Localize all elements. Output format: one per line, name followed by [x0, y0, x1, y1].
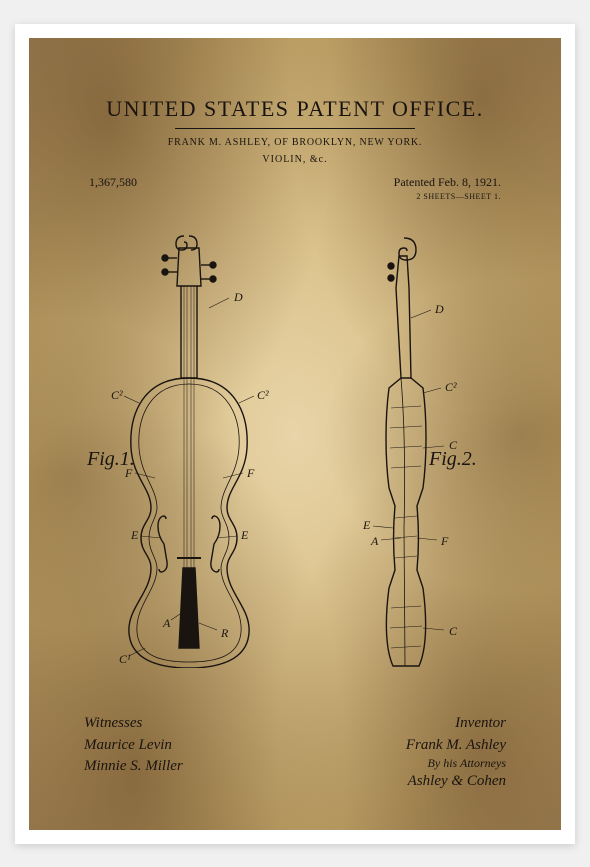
ref-F-R: F — [247, 466, 254, 481]
header-rule — [175, 128, 415, 129]
ref-C2-2: C² — [445, 380, 457, 395]
sheet-info: 2 SHEETS—SHEET 1. — [394, 192, 501, 201]
by-line: By his Attorneys — [406, 756, 506, 771]
ref-R-1: R — [221, 626, 228, 641]
ref-C1-1: C¹ — [119, 652, 131, 667]
inventor-block: Inventor Frank M. Ashley By his Attorney… — [406, 715, 506, 792]
inventor-signature: Frank M. Ashley — [406, 735, 506, 756]
ref-A-1: A — [163, 616, 170, 631]
attorneys-signature: Ashley & Cohen — [406, 771, 506, 792]
ref-E-L: E — [131, 528, 138, 543]
meta-row: 1,367,580 Patented Feb. 8, 1921. 2 SHEET… — [29, 175, 561, 201]
figures-area: Fig.1. Fig.2. D C² C² F F E E A R C¹ D C… — [29, 228, 561, 708]
ref-E-2: E — [363, 518, 370, 533]
ref-F-2: F — [441, 534, 448, 549]
parchment-background: UNITED STATES PATENT OFFICE. FRANK M. AS… — [29, 38, 561, 830]
invention-title: VIOLIN, &c. — [29, 154, 561, 165]
ref-A-2: A — [371, 534, 378, 549]
inventor-line: FRANK M. ASHLEY, OF BROOKLYN, NEW YORK. — [29, 137, 561, 148]
witnesses-heading: Witnesses — [84, 715, 183, 732]
ref-C-3: C — [449, 624, 457, 639]
witness-2: Minnie S. Miller — [84, 756, 183, 777]
ref-D-2: D — [435, 302, 444, 317]
inventor-heading: Inventor — [406, 715, 506, 732]
ref-E-R: E — [241, 528, 248, 543]
patent-header: UNITED STATES PATENT OFFICE. FRANK M. AS… — [29, 38, 561, 201]
ref-D-1: D — [234, 290, 243, 305]
signatures: Witnesses Maurice Levin Minnie S. Miller… — [29, 715, 561, 792]
patent-number: 1,367,580 — [89, 175, 137, 201]
ref-C2-R: C² — [257, 388, 269, 403]
office-title: UNITED STATES PATENT OFFICE. — [29, 96, 561, 122]
meta-right: Patented Feb. 8, 1921. 2 SHEETS—SHEET 1. — [394, 175, 501, 201]
print-frame: UNITED STATES PATENT OFFICE. FRANK M. AS… — [15, 24, 575, 844]
ref-C-2: C — [449, 438, 457, 453]
ref-F-L: F — [125, 466, 132, 481]
ref-C2-L: C² — [111, 388, 123, 403]
witness-1: Maurice Levin — [84, 735, 183, 756]
patent-date: Patented Feb. 8, 1921. — [394, 175, 501, 190]
witnesses-block: Witnesses Maurice Levin Minnie S. Miller — [84, 715, 183, 792]
